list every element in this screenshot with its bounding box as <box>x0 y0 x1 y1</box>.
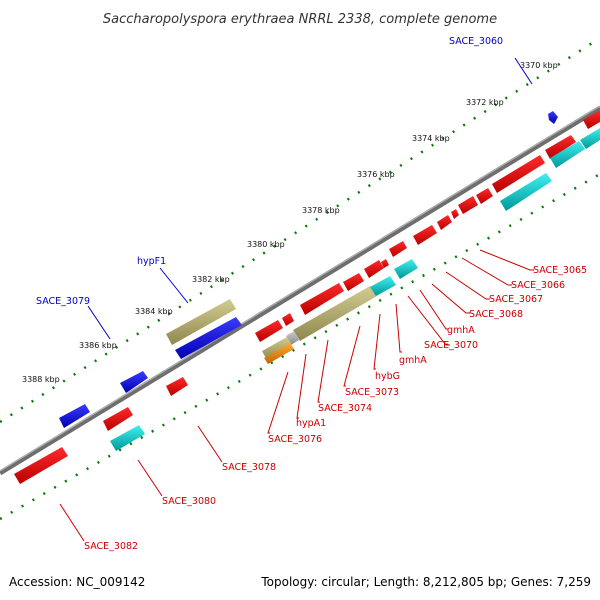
label-sace-3082: SACE_3082 <box>84 541 138 552</box>
tick-label-3378: 3378 kbp <box>302 206 340 215</box>
cds-sace-3081 <box>59 404 90 428</box>
label-sace-3060: SACE_3060 <box>449 36 503 47</box>
outer-tick-track <box>0 36 600 424</box>
cds-sace-3080-cyan <box>110 425 145 451</box>
cds-sace-3062 <box>545 135 576 159</box>
cds-gmha-2 <box>381 259 389 268</box>
cds-sace-3068 <box>437 215 452 230</box>
label-sace-3080: SACE_3080 <box>162 496 216 507</box>
tick-label-3372: 3372 kbp <box>466 98 504 107</box>
feature-khaki-reverse <box>293 286 377 341</box>
tick-label-3386: 3386 kbp <box>79 341 117 350</box>
label-sace-3065: SACE_3065 <box>533 265 587 276</box>
cds-sace-3080 <box>103 407 133 431</box>
cds-sace-3061 <box>583 110 600 129</box>
tick-label-3380: 3380 kbp <box>247 240 285 249</box>
cds-sace-3082 <box>14 447 68 484</box>
forward-features <box>59 111 558 428</box>
forward-leaders <box>87 57 533 340</box>
cds-sace-3066 <box>458 196 478 214</box>
label-sace-3067: SACE_3067 <box>489 294 543 305</box>
cds-sace-3074 <box>300 283 344 315</box>
tick-label-3382: 3382 kbp <box>192 275 230 284</box>
tick-label-3384: 3384 kbp <box>135 307 173 316</box>
cds-sace-3064 <box>492 155 545 193</box>
reverse-labels: SACE_3065 SACE_3066 SACE_3067 SACE_3068 … <box>84 265 587 552</box>
label-hybg: hybG <box>375 371 400 382</box>
tick-tracks <box>0 36 600 521</box>
feature-cyan-mid-b <box>394 259 418 279</box>
label-hypf1: hypF1 <box>137 256 166 267</box>
summary-text: Topology: circular; Length: 8,212,805 bp… <box>260 575 591 589</box>
label-sace-3070: SACE_3070 <box>424 340 478 351</box>
genome-backbone <box>0 105 600 476</box>
reverse-leaders <box>59 249 534 542</box>
cds-sace-3064-cyan <box>500 173 552 211</box>
cds-sace-3073 <box>343 273 364 291</box>
cds-sace-3063 <box>550 141 585 168</box>
reverse-features <box>14 110 600 484</box>
label-sace-3078: SACE_3078 <box>222 462 276 473</box>
cds-sace-3076 <box>255 320 283 342</box>
feature-hypf1-khaki <box>166 299 236 345</box>
label-sace-3073: SACE_3073 <box>345 387 399 398</box>
tick-label-3376: 3376 kbp <box>357 170 395 179</box>
cds-hybg <box>364 260 384 278</box>
label-hypa1: hypA1 <box>296 418 326 429</box>
label-gmha-1: gmhA <box>447 325 475 336</box>
cds-sace-3067 <box>451 209 459 219</box>
cds-sace-3063b <box>580 128 600 149</box>
cds-gmha-1 <box>413 225 437 245</box>
cds-hypf1 <box>175 317 242 359</box>
feature-cyan-mid-a <box>370 276 396 296</box>
feature-orange-reverse <box>264 343 294 364</box>
tick-label-3370: 3370 kbp <box>520 61 558 70</box>
forward-labels: SACE_3060 hypF1 SACE_3079 <box>36 36 503 307</box>
cds-sace-3060 <box>548 111 558 124</box>
label-sace-3068: SACE_3068 <box>469 309 523 320</box>
cds-sace-3078 <box>166 377 188 396</box>
cds-sace-3079 <box>120 371 148 393</box>
feature-khaki-small <box>262 337 292 360</box>
cds-sace-3065 <box>476 188 493 204</box>
label-sace-3079: SACE_3079 <box>36 296 90 307</box>
label-sace-3066: SACE_3066 <box>511 280 565 291</box>
tick-label-3388: 3388 kbp <box>22 375 60 384</box>
label-sace-3076: SACE_3076 <box>268 434 322 445</box>
label-sace-3074: SACE_3074 <box>318 403 372 414</box>
reverse-tick-track <box>0 172 600 521</box>
map-title: Saccharopolyspora erythraea NRRL 2338, c… <box>103 12 497 27</box>
tick-label-3374: 3374 kbp <box>412 134 450 143</box>
cds-hypa1 <box>282 313 294 326</box>
accession-text: Accession: NC_009142 <box>9 575 145 589</box>
label-gmha-2: gmhA <box>399 355 427 366</box>
cds-sace-3070 <box>389 241 407 257</box>
tick-labels: 3370 kbp 3372 kbp 3374 kbp 3376 kbp 3378… <box>22 61 558 384</box>
